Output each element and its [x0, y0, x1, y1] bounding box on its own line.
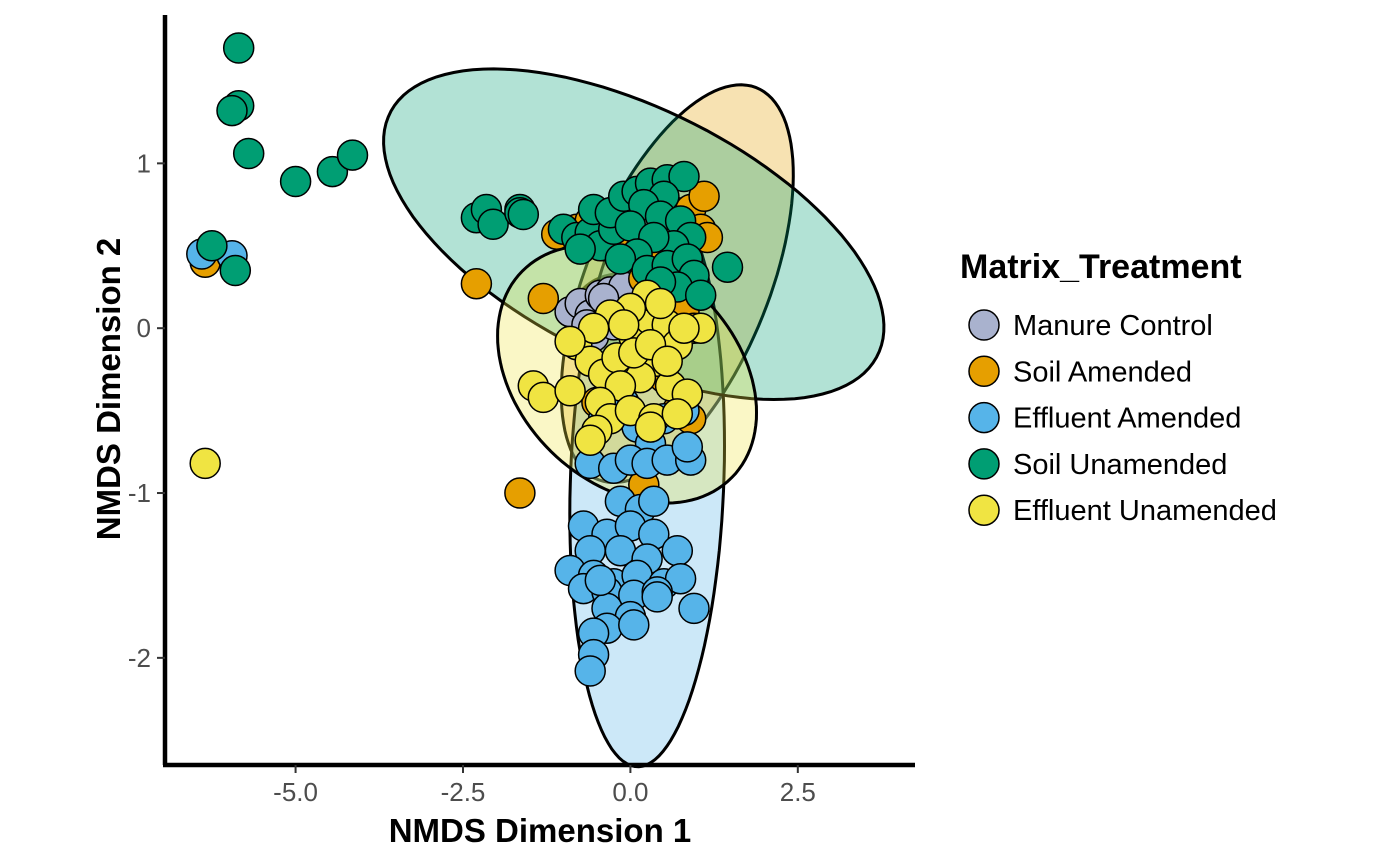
point-effluent-unamended [527, 381, 560, 414]
point-effluent-unamended [607, 309, 640, 341]
point-effluent-unamended [661, 398, 694, 430]
legend-key-effluent-amended [968, 401, 1000, 434]
point-soil-unamended [232, 137, 265, 170]
x-axis-title: NMDS Dimension 1 [389, 812, 692, 849]
legend-key-effluent-unamended [968, 494, 1000, 526]
point-effluent-amended [638, 485, 670, 518]
y-axis-title: NMDS Dimension 2 [90, 238, 127, 541]
axis-ticks: -5.0 -2.5 0.0 2.5 1 0 -1 -2 [128, 148, 816, 807]
y-tick-label: -1 [128, 478, 151, 508]
point-soil-amended [688, 180, 720, 213]
point-soil-unamended [219, 254, 252, 287]
point-soil-unamended [564, 233, 596, 265]
point-soil-unamended [507, 198, 540, 231]
legend-label-effluent-amended: Effluent Amended [1013, 403, 1241, 435]
point-effluent-unamended [189, 447, 221, 480]
point-soil-unamended [336, 139, 369, 171]
data-points [186, 32, 744, 687]
y-tick-label: 1 [137, 148, 151, 178]
point-effluent-amended [618, 609, 650, 641]
legend-label-effluent-unamended: Effluent Unamended [1013, 495, 1277, 527]
point-effluent-unamended [634, 411, 667, 443]
legend: Matrix_Treatment Manure Control Soil Amen… [960, 248, 1277, 527]
point-soil-unamended [668, 160, 700, 193]
point-effluent-amended [584, 564, 617, 597]
point-effluent-amended [661, 534, 694, 567]
point-effluent-amended [574, 655, 606, 687]
legend-key-soil-amended [968, 355, 1000, 388]
point-soil-unamended [711, 251, 744, 283]
legend-label-manure-control: Manure Control [1013, 310, 1213, 342]
legend-label-soil-unamended: Soil Unamended [1013, 449, 1227, 481]
point-soil-amended [460, 267, 493, 300]
legend-label-soil-amended: Soil Amended [1013, 356, 1192, 388]
point-effluent-unamended [554, 325, 586, 358]
x-tick-label: -2.5 [441, 777, 486, 807]
point-soil-amended [504, 477, 536, 509]
point-soil-unamended [196, 230, 228, 262]
legend-key-manure-control [968, 309, 1000, 341]
legend-title: Matrix_Treatment [960, 248, 1242, 286]
point-soil-unamended [279, 165, 312, 198]
legend-key-soil-unamended [968, 448, 1000, 480]
point-effluent-amended [671, 431, 704, 463]
x-tick-label: 2.5 [780, 777, 816, 807]
point-soil-unamended [604, 243, 637, 275]
y-tick-label: 0 [137, 313, 151, 343]
point-effluent-amended [641, 581, 673, 613]
x-tick-label: -5.0 [273, 777, 318, 807]
point-soil-unamended [684, 279, 717, 311]
point-effluent-unamended [668, 312, 700, 344]
point-effluent-unamended [574, 424, 606, 457]
point-soil-unamended [477, 208, 509, 241]
x-tick-label: 0.0 [612, 777, 648, 807]
point-soil-amended [527, 282, 560, 315]
point-effluent-unamended [644, 287, 677, 320]
point-soil-unamended [216, 94, 248, 127]
axes [162, 15, 915, 768]
point-effluent-amended [678, 592, 710, 625]
point-effluent-unamended [554, 375, 586, 407]
point-soil-unamended [222, 32, 255, 64]
point-effluent-unamended [651, 345, 683, 377]
y-tick-label: -2 [128, 643, 151, 673]
